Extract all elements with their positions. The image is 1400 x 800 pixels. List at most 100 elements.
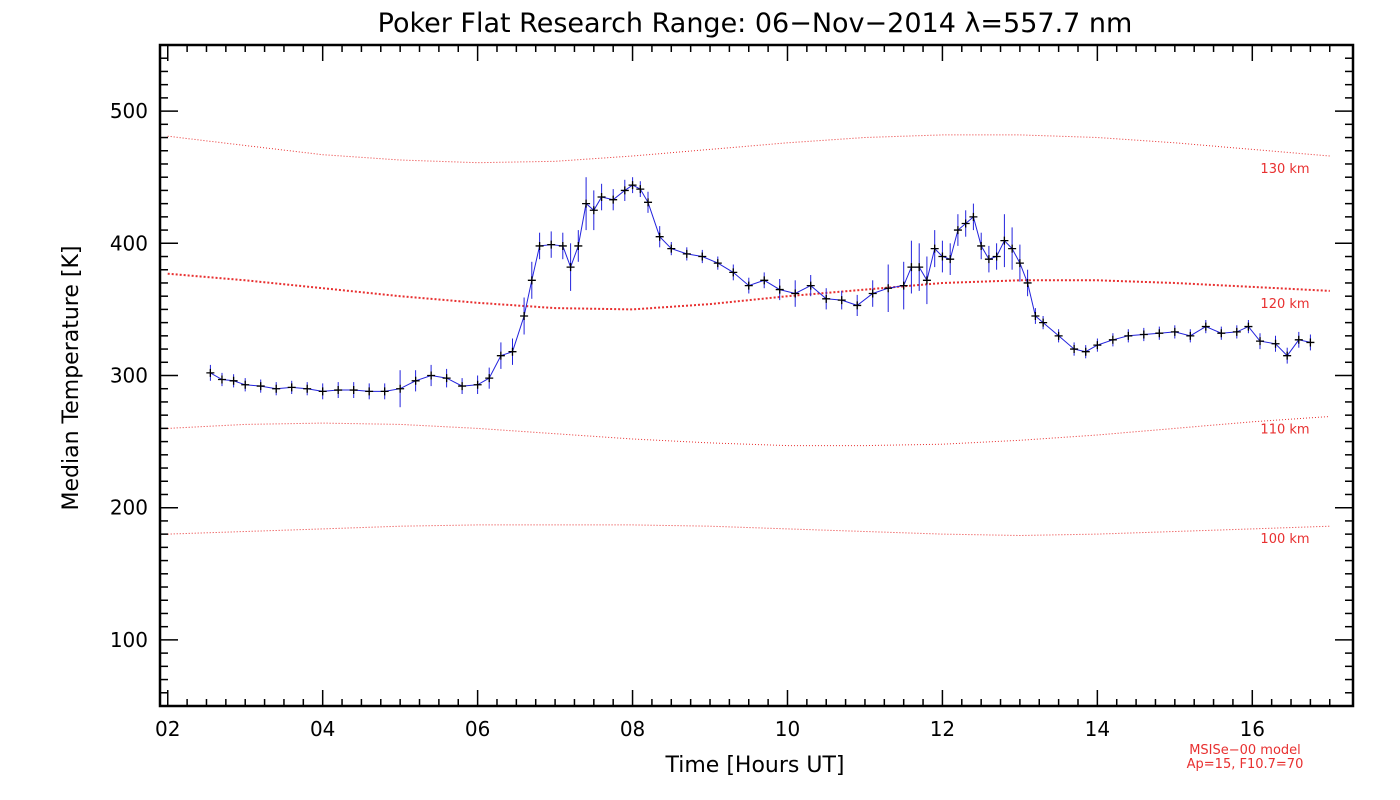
data-point	[946, 255, 955, 264]
data-point	[1031, 312, 1040, 321]
x-tick-label: 02	[155, 717, 180, 741]
y-tick-label: 300	[110, 364, 148, 388]
data-point	[442, 374, 451, 383]
x-tick-label: 16	[1240, 717, 1265, 741]
data-point	[1217, 329, 1226, 338]
data-point	[1081, 347, 1090, 356]
data-point	[1232, 327, 1241, 336]
data-point	[1244, 322, 1253, 331]
data-point	[597, 193, 606, 202]
data-point	[365, 387, 374, 396]
data-point	[527, 276, 536, 285]
data-point	[272, 384, 281, 393]
y-tick-label: 500	[110, 99, 148, 123]
y-tick-label: 200	[110, 496, 148, 520]
data-point	[729, 268, 738, 277]
data-point	[977, 241, 986, 250]
data-point	[256, 382, 265, 391]
model-curve-2	[167, 416, 1330, 447]
data-point	[458, 382, 467, 391]
data-point	[349, 386, 358, 395]
x-tick-label: 08	[620, 717, 645, 741]
data-point	[1306, 338, 1315, 347]
data-point	[303, 384, 312, 393]
data-point	[791, 289, 800, 298]
model-curve-label-3: 100 km	[1260, 532, 1309, 547]
data-point	[609, 195, 618, 204]
data-point	[744, 281, 753, 290]
x-tick-label: 12	[930, 717, 955, 741]
x-axis-label: Time [Hours UT]	[665, 753, 845, 778]
model-curve-label-1: 120 km	[1260, 297, 1309, 312]
data-point	[915, 263, 924, 272]
model-curve-3	[167, 524, 1330, 537]
data-point	[837, 296, 846, 305]
data-point	[287, 383, 296, 392]
data-point	[1108, 335, 1117, 344]
data-point	[1170, 327, 1179, 336]
data-point	[241, 380, 250, 389]
data-point	[1023, 278, 1032, 287]
model-curve-label-0: 130 km	[1260, 162, 1309, 177]
data-point	[1283, 351, 1292, 360]
data-point	[547, 240, 556, 249]
data-point	[644, 198, 653, 207]
data-point	[535, 241, 544, 250]
data-point	[775, 285, 784, 294]
x-tick-label: 06	[465, 717, 490, 741]
model-note-line-2: Ap=15, F10.7=70	[1187, 757, 1304, 772]
data-point	[930, 244, 939, 253]
data-point	[1015, 259, 1024, 268]
series-layer	[206, 177, 1315, 408]
data-point	[485, 374, 494, 383]
data-point	[589, 206, 598, 215]
chart-title: Poker Flat Research Range: 06−Nov−2014 λ…	[378, 8, 1133, 39]
series-line-0	[210, 184, 1311, 392]
data-point	[318, 387, 327, 396]
data-point	[1008, 244, 1017, 253]
y-tick-label: 400	[110, 231, 148, 255]
x-tick-label: 10	[775, 717, 800, 741]
data-point	[969, 212, 978, 221]
data-point	[961, 219, 970, 228]
data-point	[1093, 341, 1102, 350]
y-axis-label: Median Temperature [K]	[59, 246, 84, 511]
data-point	[1124, 331, 1133, 340]
x-tick-label: 04	[310, 717, 335, 741]
data-point	[868, 289, 877, 298]
data-point	[520, 312, 529, 321]
data-point	[992, 252, 1001, 261]
data-point	[760, 276, 769, 285]
data-point	[380, 387, 389, 396]
model-note-line-1: MSISe−00 model	[1189, 743, 1301, 758]
data-point	[682, 249, 691, 258]
data-point	[636, 185, 645, 194]
data-point	[1054, 331, 1063, 340]
data-point	[1294, 335, 1303, 344]
y-tick-label: 100	[110, 628, 148, 652]
data-point	[713, 259, 722, 268]
data-point	[884, 284, 893, 293]
data-point	[566, 263, 575, 272]
data-point	[806, 281, 815, 290]
data-point	[206, 368, 215, 377]
data-point	[496, 351, 505, 360]
data-point	[953, 226, 962, 235]
data-point	[558, 241, 567, 250]
x-tick-label: 14	[1085, 717, 1110, 741]
data-point	[922, 276, 931, 285]
model-curve-0	[167, 134, 1330, 164]
data-point	[1256, 337, 1265, 346]
data-point	[1271, 339, 1280, 348]
data-point	[853, 301, 862, 310]
data-point	[411, 376, 420, 385]
data-point	[574, 241, 583, 250]
data-point	[1000, 236, 1009, 245]
data-point	[508, 347, 517, 356]
data-point	[473, 380, 482, 389]
data-point	[1201, 322, 1210, 331]
data-point	[667, 244, 676, 253]
data-point	[1186, 331, 1195, 340]
model-curve-label-2: 110 km	[1260, 423, 1309, 438]
